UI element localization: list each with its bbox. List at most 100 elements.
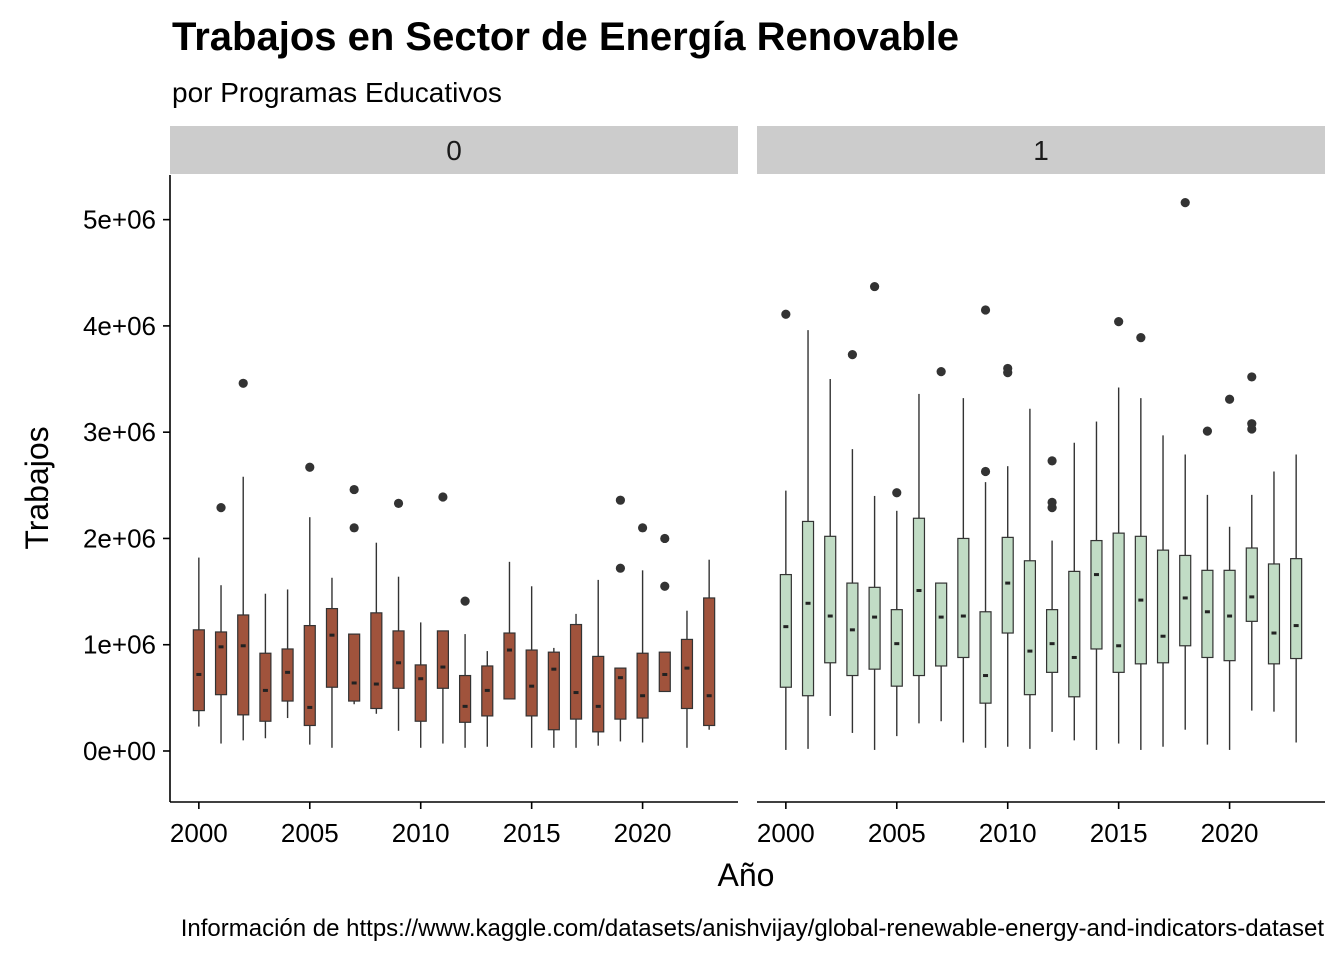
box-0-2017	[569, 613, 583, 748]
box-iqr	[703, 597, 716, 727]
outlier-point	[615, 563, 626, 573]
y-axis-title: Trabajos	[19, 426, 55, 549]
box-1-2005	[890, 488, 903, 737]
box-1-2007	[935, 367, 948, 722]
box-1-2010	[1001, 363, 1014, 747]
y-axis: 0e+00 1e+06 2e+06 3e+06 4e+06 5e+06	[83, 175, 171, 802]
x-tick-label: 2020	[1201, 818, 1259, 848]
box-iqr	[1023, 560, 1037, 696]
y-tick-label: 4e+06	[83, 311, 156, 341]
box-0-2016	[547, 647, 560, 748]
box-1-2006	[912, 393, 926, 724]
box-0-2021	[658, 533, 671, 693]
outlier-point	[349, 523, 359, 533]
box-iqr	[1245, 547, 1258, 622]
x-tick-label: 2015	[1090, 818, 1148, 848]
outlier-point	[660, 533, 670, 544]
x-tick-label: 2015	[503, 818, 561, 848]
box-0-2020	[636, 523, 649, 743]
box-iqr	[1112, 532, 1125, 673]
box-iqr	[569, 623, 583, 720]
box-1-2021	[1245, 372, 1258, 711]
box-0-2022	[680, 610, 694, 748]
box-1-2011	[1023, 408, 1037, 749]
outlier-point	[1180, 198, 1190, 208]
box-iqr	[1267, 563, 1281, 665]
box-0-2014	[503, 561, 516, 700]
box-1-2015	[1112, 317, 1125, 744]
box-iqr	[325, 607, 339, 688]
outlier-point	[847, 349, 858, 360]
x-tick-label: 2010	[392, 818, 450, 848]
box-1-2019	[1201, 426, 1214, 745]
box-1-2023	[1290, 454, 1303, 743]
box-1-2020	[1223, 394, 1236, 750]
outlier-point	[936, 367, 946, 377]
box-1-2018	[1179, 198, 1192, 730]
chart-subtitle: por Programas Educativos	[172, 77, 502, 108]
outlier-point	[393, 498, 404, 508]
box-1-2003	[846, 349, 859, 733]
outlier-point	[1003, 363, 1013, 374]
box-iqr	[1001, 536, 1014, 634]
box-0-2011	[436, 492, 450, 744]
x-tick-label: 2005	[868, 818, 926, 848]
outlier-point	[349, 484, 359, 495]
box-iqr	[1179, 554, 1192, 647]
facet-panel-1	[779, 198, 1303, 750]
outlier-point	[1224, 394, 1235, 404]
outlier-point	[615, 495, 626, 505]
outlier-point	[892, 488, 902, 498]
box-iqr	[547, 651, 560, 731]
box-1-2001	[801, 330, 815, 749]
box-iqr	[1068, 570, 1081, 698]
box-iqr	[237, 614, 250, 716]
box-iqr	[525, 649, 538, 717]
box-0-2019	[614, 495, 627, 742]
outlier-point	[1247, 372, 1257, 382]
outlier-point	[1047, 497, 1057, 507]
box-iqr	[890, 609, 903, 687]
box-iqr	[503, 632, 516, 700]
x-tick-label: 2005	[281, 818, 339, 848]
x-tick-label: 2020	[614, 818, 672, 848]
box-iqr	[957, 537, 970, 659]
box-1-2004	[868, 281, 881, 750]
facet-panel-0	[192, 378, 716, 748]
box-iqr	[592, 655, 605, 733]
y-tick-label: 3e+06	[83, 417, 156, 447]
box-iqr	[192, 629, 205, 712]
x-tick-label: 2000	[757, 818, 815, 848]
box-1-2008	[957, 398, 970, 743]
box-iqr	[1045, 609, 1059, 673]
box-1-2014	[1090, 421, 1103, 750]
box-1-2002	[824, 379, 837, 716]
box-0-2009	[392, 498, 405, 731]
box-0-2015	[525, 586, 538, 748]
y-tick-label: 2e+06	[83, 523, 156, 553]
box-iqr	[436, 630, 450, 689]
box-iqr	[281, 648, 294, 702]
box-iqr	[824, 535, 837, 664]
y-tick-label: 1e+06	[83, 630, 156, 660]
box-0-2013	[481, 651, 494, 747]
box-0-2001	[214, 503, 228, 744]
box-0-2003	[259, 593, 272, 739]
outlier-point	[1247, 419, 1257, 429]
box-1-2012	[1045, 456, 1059, 732]
facet-strip-label: 0	[446, 135, 462, 166]
facet-strip-label: 1	[1033, 135, 1049, 166]
facet-strip-0	[170, 126, 738, 174]
outlier-point	[438, 492, 448, 502]
outlier-point	[660, 581, 670, 591]
facet-panels	[192, 198, 1303, 750]
outlier-point	[460, 596, 470, 606]
outlier-point	[1202, 426, 1213, 436]
x-tick-label: 2000	[170, 818, 228, 848]
box-iqr	[214, 631, 228, 696]
y-tick-label: 0e+00	[83, 736, 156, 766]
outlier-point	[1047, 456, 1057, 466]
box-0-2002	[237, 378, 250, 741]
box-1-2017	[1156, 435, 1170, 747]
box-1-2009	[979, 305, 992, 748]
